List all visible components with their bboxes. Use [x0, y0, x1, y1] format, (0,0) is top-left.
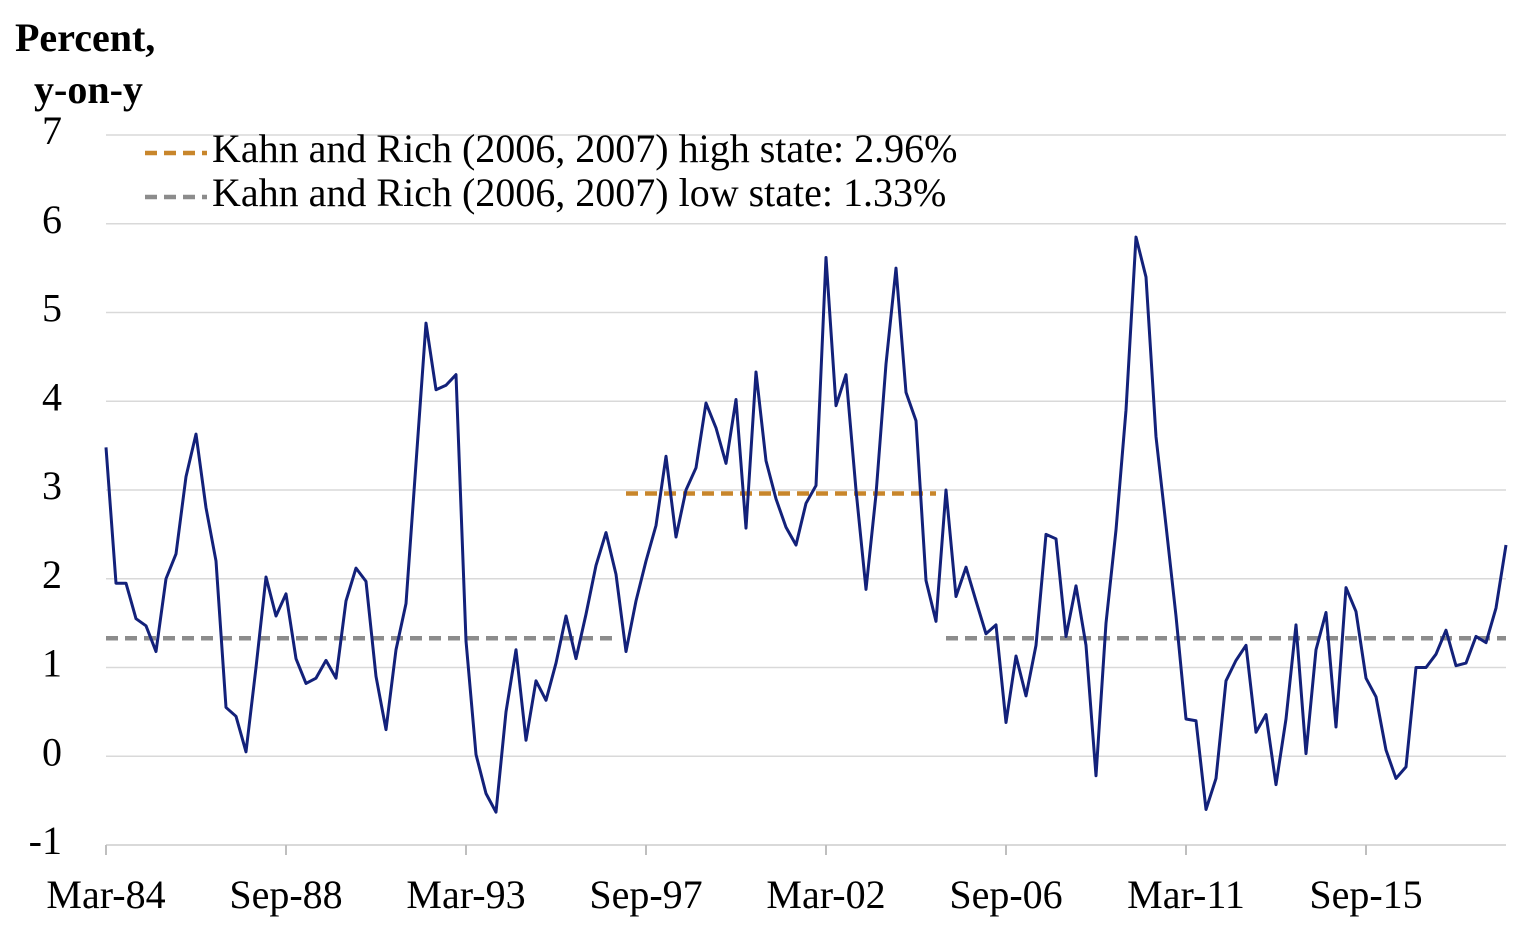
y-tick-label: 6 [42, 197, 62, 242]
x-tick-label: Mar-93 [406, 872, 525, 917]
x-tick-label: Sep-88 [229, 872, 342, 917]
x-tick-label: Mar-11 [1127, 872, 1245, 917]
y-tick-label: 5 [42, 286, 62, 331]
y-tick-label: 3 [42, 463, 62, 508]
x-tick-label: Sep-06 [949, 872, 1062, 917]
y-tick-label: 0 [42, 729, 62, 774]
x-tick-label: Sep-97 [589, 872, 702, 917]
legend-label: Kahn and Rich (2006, 2007) low state: 1.… [212, 170, 946, 215]
y-tick-label: 2 [42, 552, 62, 597]
y-tick-label: -1 [29, 818, 62, 863]
x-tick-label: Mar-02 [766, 872, 885, 917]
legend-label: Kahn and Rich (2006, 2007) high state: 2… [212, 126, 957, 171]
y-tick-label: 1 [42, 641, 62, 686]
y-tick-label: 4 [42, 374, 62, 419]
x-tick-label: Sep-15 [1309, 872, 1422, 917]
data-line [104, 235, 1508, 814]
x-tick-label: Mar-84 [46, 872, 165, 917]
y-tick-label: 7 [42, 108, 62, 153]
y-axis-label: Percent, [15, 15, 155, 60]
y-axis-label: y-on-y [34, 67, 143, 112]
